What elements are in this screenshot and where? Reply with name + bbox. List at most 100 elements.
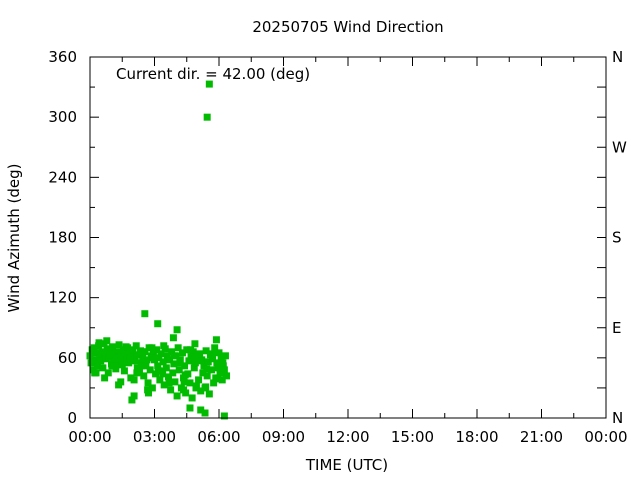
data-point <box>186 379 194 387</box>
data-point <box>148 384 156 392</box>
data-point <box>170 360 178 368</box>
data-point <box>101 351 109 359</box>
x-tick-label: 21:00 <box>520 428 563 446</box>
data-point <box>180 378 188 386</box>
data-point <box>165 379 173 387</box>
data-point <box>188 394 196 402</box>
data-point <box>167 386 175 394</box>
data-point <box>173 392 181 400</box>
data-point <box>154 362 162 370</box>
y-tick-label: 300 <box>48 108 77 126</box>
data-point <box>94 362 102 370</box>
data-point <box>130 392 138 400</box>
data-point <box>143 356 151 364</box>
data-point <box>207 366 215 374</box>
data-point <box>176 359 184 367</box>
data-point <box>213 375 221 383</box>
data-point <box>171 378 179 386</box>
data-point <box>159 370 167 378</box>
y-tick-label: 180 <box>48 229 77 247</box>
data-point <box>160 342 168 350</box>
data-point <box>173 326 181 334</box>
x-tick-label: 03:00 <box>133 428 176 446</box>
data-point <box>204 358 212 366</box>
data-point <box>168 348 176 356</box>
data-point <box>194 354 201 362</box>
data-point <box>146 366 154 374</box>
data-point <box>192 384 200 392</box>
data-point <box>120 367 128 375</box>
data-point <box>164 373 172 381</box>
data-point <box>144 389 152 397</box>
data-point <box>178 349 186 357</box>
data-point <box>132 342 140 350</box>
data-point <box>128 396 136 404</box>
data-point <box>218 376 226 384</box>
data-point <box>220 366 228 374</box>
data-point <box>134 351 142 359</box>
data-point <box>199 369 207 377</box>
data-point <box>156 376 164 384</box>
data-point <box>221 352 229 360</box>
data-point <box>148 344 156 352</box>
data-point <box>101 374 109 382</box>
data-point <box>109 343 117 351</box>
data-point <box>115 341 123 349</box>
data-point <box>196 350 204 358</box>
data-point <box>203 113 211 121</box>
data-point <box>181 362 189 370</box>
data-point <box>203 365 211 373</box>
x-tick-label: 18:00 <box>455 428 498 446</box>
data-point <box>162 364 170 372</box>
data-point <box>92 369 100 377</box>
data-point <box>130 376 138 384</box>
data-point <box>214 364 222 372</box>
data-point <box>195 376 203 384</box>
data-point <box>187 346 195 354</box>
data-point <box>166 356 174 364</box>
data-point <box>159 358 167 366</box>
x-tick-label: 00:00 <box>68 428 111 446</box>
data-point <box>138 348 146 356</box>
data-point <box>219 359 227 367</box>
data-point <box>157 350 165 358</box>
data-point <box>110 356 118 364</box>
data-point <box>106 351 114 359</box>
data-point <box>223 372 231 380</box>
data-point <box>208 350 216 358</box>
x-tick-label: 06:00 <box>197 428 240 446</box>
data-point <box>103 337 111 345</box>
data-point <box>211 344 219 352</box>
data-point <box>187 353 195 361</box>
data-point <box>220 412 228 420</box>
scatter-points <box>86 80 231 420</box>
x-tick-label: 00:00 <box>584 428 627 446</box>
data-point <box>137 362 145 370</box>
data-point <box>154 320 162 328</box>
y-tick-label: 240 <box>48 168 77 186</box>
data-point <box>99 364 107 372</box>
data-point <box>97 357 105 365</box>
data-point <box>154 367 162 375</box>
data-point <box>209 355 217 363</box>
data-point <box>139 354 147 362</box>
data-point <box>121 349 129 357</box>
data-point <box>191 340 199 348</box>
data-point <box>213 359 221 367</box>
data-point <box>169 369 177 377</box>
data-point <box>122 343 130 351</box>
y-tick-label: 60 <box>58 349 77 367</box>
data-point <box>144 379 152 387</box>
y-tick-label: 0 <box>67 409 77 427</box>
data-point <box>201 409 209 417</box>
data-point <box>92 349 100 357</box>
data-point <box>185 357 193 365</box>
data-point <box>202 347 210 355</box>
data-point <box>115 381 123 389</box>
data-point <box>169 334 177 342</box>
data-point <box>131 357 139 365</box>
data-point <box>197 357 205 365</box>
chart-title: 20250705 Wind Direction <box>252 18 443 36</box>
data-point <box>160 381 168 389</box>
